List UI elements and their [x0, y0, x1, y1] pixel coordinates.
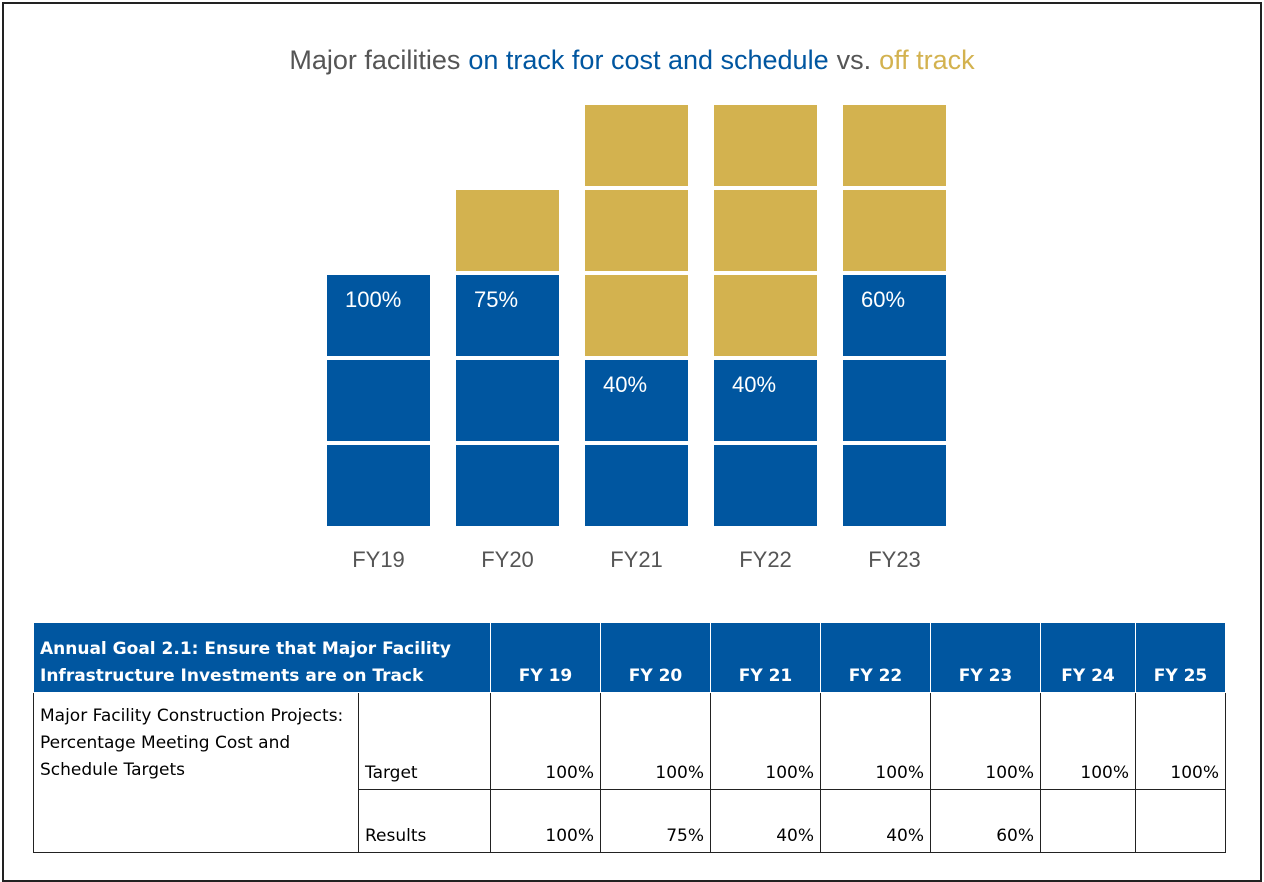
metric-cell: Major Facility Construction Projects: Pe…: [33, 692, 359, 853]
x-tick-label: FY22: [739, 547, 792, 572]
unit-square: [585, 190, 688, 271]
table-row: Results 100% 75% 40% 40% 60%: [34, 789, 1226, 853]
header-cell: FY 24: [1040, 622, 1136, 693]
unit-square: [714, 360, 817, 441]
unit-square: [714, 445, 817, 526]
unit-square: [327, 445, 430, 526]
unit-square: [843, 275, 946, 356]
value-cell: 75%: [600, 789, 711, 853]
unit-square: [327, 275, 430, 356]
unit-square: [714, 190, 817, 271]
empty-cell: [1135, 789, 1226, 853]
value-cell: 40%: [710, 789, 821, 853]
value-cell: 60%: [930, 789, 1041, 853]
header-cell: FY 20: [600, 622, 711, 693]
value-cell: 100%: [820, 692, 931, 790]
header-row: Annual Goal 2.1: Ensure that Major Facil…: [33, 622, 1226, 693]
value-cell: 100%: [600, 692, 711, 790]
unit-square: [843, 105, 946, 186]
header-cell: FY 19: [490, 622, 601, 693]
x-tick-label: FY21: [610, 547, 663, 572]
unit-square: [456, 360, 559, 441]
unit-square: [843, 190, 946, 271]
data-label: 40%: [732, 372, 776, 397]
x-tick-label: FY23: [868, 547, 921, 572]
unit-square: [327, 360, 430, 441]
unit-square: [456, 445, 559, 526]
x-tick-label: FY20: [481, 547, 534, 572]
legend-entry: on track for cost and schedule: [468, 45, 828, 75]
value-cell: 100%: [490, 789, 601, 853]
goal-table: Annual Goal 2.1: Ensure that Major Facil…: [33, 622, 1226, 853]
unit-square: [843, 445, 946, 526]
row-label: Results: [358, 789, 491, 853]
title-part: vs.: [837, 45, 872, 75]
legend-entry: off track: [879, 45, 975, 75]
row-label: Target: [358, 692, 491, 790]
value-cell: 100%: [1040, 692, 1136, 790]
header-cell: FY 23: [930, 622, 1041, 693]
chart-title: Major facilities on track for cost and sc…: [289, 45, 975, 75]
data-label: 60%: [861, 287, 905, 312]
unit-square: [843, 360, 946, 441]
value-cell: 100%: [1135, 692, 1226, 790]
header-cell: FY 22: [820, 622, 931, 693]
x-tick-label: FY19: [352, 547, 405, 572]
unit-square: [456, 190, 559, 271]
unit-square: [585, 445, 688, 526]
empty-cell: [1040, 789, 1136, 853]
header-cell: FY 21: [710, 622, 821, 693]
unit-square: [585, 105, 688, 186]
data-label: 75%: [474, 287, 518, 312]
data-label: 40%: [603, 372, 647, 397]
unit-square: [714, 275, 817, 356]
value-cell: 100%: [490, 692, 601, 790]
unit-square: [585, 275, 688, 356]
table-row: Major Facility Construction Projects: Pe…: [33, 692, 1226, 853]
data-label: 100%: [345, 287, 401, 312]
value-cell: 40%: [820, 789, 931, 853]
unit-square: [585, 360, 688, 441]
chart: Major facilities on track for cost and sc…: [289, 45, 975, 572]
unit-square: [456, 275, 559, 356]
header-cell: Annual Goal 2.1: Ensure that Major Facil…: [33, 622, 491, 693]
header-cell: FY 25: [1135, 622, 1226, 693]
value-cell: 100%: [710, 692, 821, 790]
title-part: Major facilities: [289, 45, 460, 75]
value-cell: 100%: [930, 692, 1041, 790]
unit-square: [714, 105, 817, 186]
